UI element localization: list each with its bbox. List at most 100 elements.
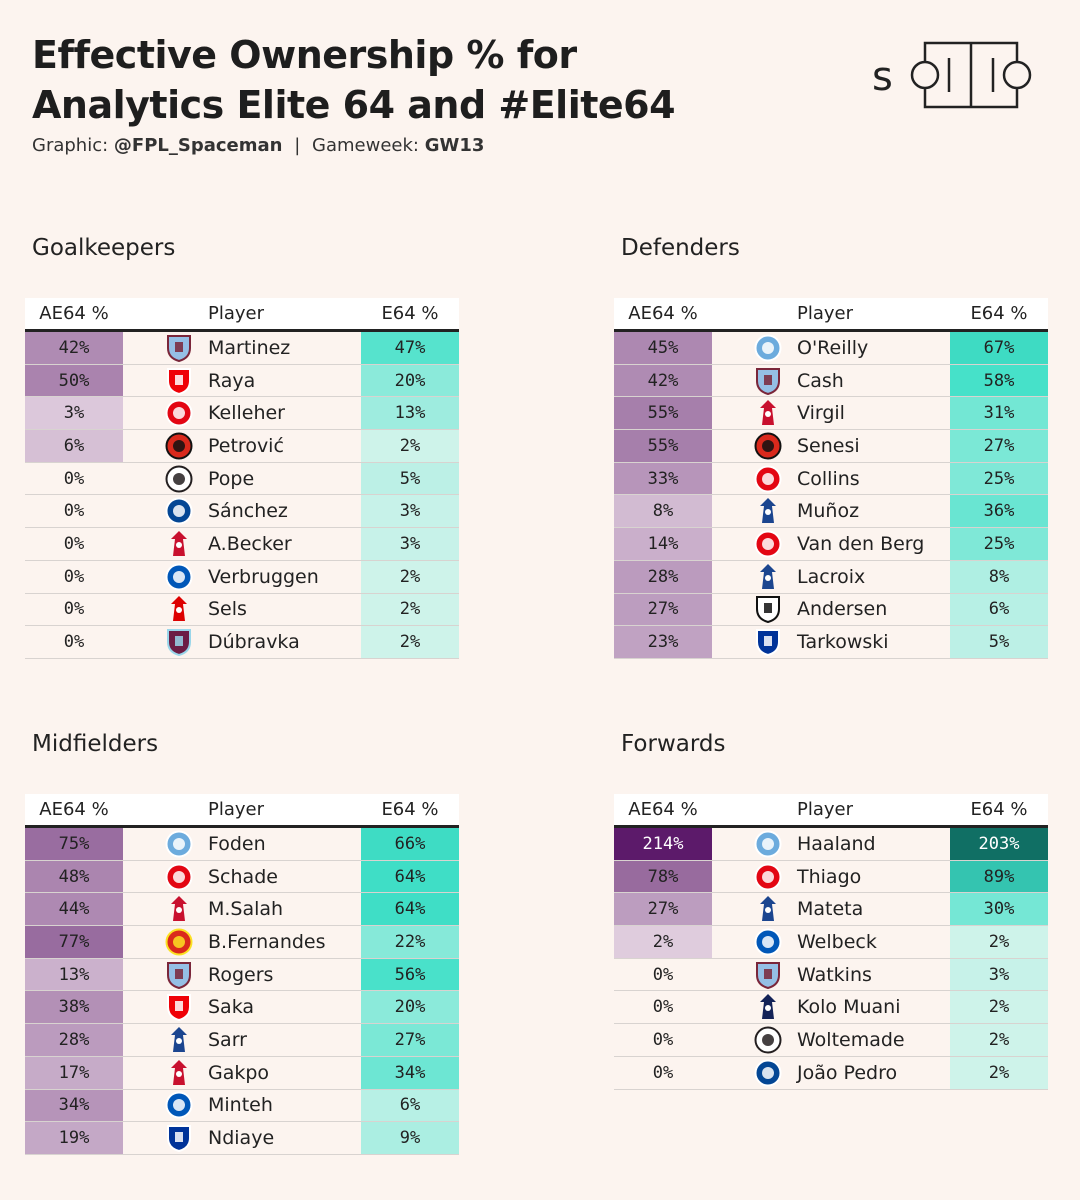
player-cell: Welbeck <box>712 926 950 958</box>
table-row: 0% Sánchez 3% <box>25 495 459 529</box>
player-cell: Virgil <box>712 397 950 430</box>
player-name: Kolo Muani <box>797 996 901 1019</box>
table-row: 28% Sarr 27% <box>25 1024 459 1057</box>
ae64-cell: 17% <box>25 1056 123 1089</box>
player-name: Collins <box>797 467 860 490</box>
player-cell: Gakpo <box>123 1056 361 1089</box>
e64-cell: 64% <box>361 893 459 926</box>
brentford-badge-icon <box>753 464 783 494</box>
player-name: Cash <box>797 369 844 392</box>
ae64-cell: 0% <box>652 1029 674 1050</box>
e64-cell: 3% <box>950 958 1048 991</box>
ae64-cell: 42% <box>25 332 123 364</box>
player-cell: Petrović <box>123 430 361 462</box>
player-cell: O'Reilly <box>712 332 950 364</box>
e64-cell: 56% <box>361 958 459 991</box>
ae64-cell: 0% <box>652 1062 674 1083</box>
ae64-cell: 55% <box>614 397 712 430</box>
table-header: AE64 % Player E64 % <box>25 794 459 828</box>
ae64-cell: 77% <box>25 926 123 958</box>
fulham-badge-icon <box>753 594 783 624</box>
player-cell: Muñoz <box>712 495 950 528</box>
brentford-badge-icon <box>753 862 783 892</box>
section-forwards: Forwards AE64 % Player E64 % 214% Haaland 203%… <box>614 728 1048 1090</box>
header-player: Player <box>797 303 854 324</box>
ae64-cell: 2% <box>614 926 712 958</box>
player-cell: Rogers <box>123 958 361 991</box>
e64-cell: 20% <box>361 991 459 1024</box>
player-name: Minteh <box>208 1094 273 1117</box>
player-name: O'Reilly <box>797 336 869 359</box>
graphic-label: Graphic: <box>32 135 109 156</box>
table-row: 34% Minteh 6% <box>25 1089 459 1123</box>
section-title: Goalkeepers <box>32 235 176 261</box>
player-name: Dúbravka <box>208 631 300 654</box>
table-row: 23% Tarkowski 5% <box>614 626 1048 659</box>
table-row: 0% Watkins 3% <box>614 958 1048 992</box>
arsenal-badge-icon <box>164 366 194 396</box>
table-row: 0% Pope 5% <box>25 462 459 496</box>
e64-cell: 203% <box>950 828 1048 860</box>
chelsea-badge-icon <box>753 1058 783 1088</box>
player-name: Lacroix <box>797 565 866 588</box>
e64-cell: 2% <box>950 1056 1048 1089</box>
e64-cell: 58% <box>950 364 1048 397</box>
player-name: M.Salah <box>208 898 284 921</box>
player-name: Sánchez <box>208 500 288 523</box>
table-row: 38% Saka 20% <box>25 991 459 1025</box>
ownership-table: AE64 % Player E64 % 75% Foden 66% 48% Schade 64%… <box>25 794 459 1155</box>
ae64-cell: 34% <box>25 1089 123 1122</box>
player-name: Thiago <box>797 865 862 888</box>
section-midfielders: Midfielders AE64 % Player E64 % 75% Foden 66% 4… <box>25 728 459 1155</box>
nottingham-forest-badge-icon <box>164 594 194 624</box>
table-row: 0% João Pedro 2% <box>614 1056 1048 1090</box>
table-row: 2% Welbeck 2% <box>614 926 1048 959</box>
e64-cell: 5% <box>950 626 1048 658</box>
player-name: A.Becker <box>208 532 292 555</box>
e64-cell: 2% <box>361 593 459 626</box>
table-header: AE64 % Player E64 % <box>614 298 1048 332</box>
man-city-badge-icon <box>753 333 783 363</box>
player-cell: Ndiaye <box>123 1122 361 1154</box>
e64-cell: 47% <box>361 332 459 364</box>
player-name: Petrović <box>208 434 284 457</box>
ae64-cell: 27% <box>614 593 712 626</box>
man-city-badge-icon <box>753 829 783 859</box>
newcastle-badge-icon <box>753 1025 783 1055</box>
ae64-cell: 0% <box>652 997 674 1018</box>
player-name: Saka <box>208 996 255 1019</box>
everton-badge-icon <box>164 1123 194 1153</box>
ae64-cell: 50% <box>25 364 123 397</box>
player-name: B.Fernandes <box>208 930 326 953</box>
subtitle: Graphic: @FPL_Spaceman | Gameweek: GW13 <box>32 135 484 156</box>
e64-cell: 2% <box>361 560 459 593</box>
player-cell: Thiago <box>712 860 950 893</box>
header-ae64: AE64 % <box>628 303 698 324</box>
player-name: Ndiaye <box>208 1127 275 1150</box>
crystal-palace-badge-icon <box>164 1025 194 1055</box>
player-cell: Dúbravka <box>123 626 361 658</box>
table-row: 6% Petrović 2% <box>25 430 459 463</box>
table-row: 27% Andersen 6% <box>614 593 1048 627</box>
player-cell: João Pedro <box>712 1056 950 1089</box>
title-line-2: Analytics Elite 64 and #Elite64 <box>32 83 676 127</box>
player-name: Foden <box>208 832 266 855</box>
ae64-cell: 19% <box>25 1122 123 1154</box>
player-cell: Kolo Muani <box>712 991 950 1024</box>
header-e64: E64 % <box>970 303 1028 324</box>
player-cell: Foden <box>123 828 361 860</box>
table-row: 0% A.Becker 3% <box>25 528 459 561</box>
player-cell: M.Salah <box>123 893 361 926</box>
subtitle-separator: | <box>294 135 301 156</box>
ae64-cell: 55% <box>614 430 712 462</box>
table-row: 55% Virgil 31% <box>614 397 1048 431</box>
e64-cell: 8% <box>950 560 1048 593</box>
player-name: Muñoz <box>797 500 860 523</box>
table-row: 0% Kolo Muani 2% <box>614 991 1048 1025</box>
ae64-cell: 14% <box>614 528 712 560</box>
table-row: 55% Senesi 27% <box>614 430 1048 463</box>
header-e64: E64 % <box>381 799 439 820</box>
e64-cell: 67% <box>950 332 1048 364</box>
e64-cell: 30% <box>950 893 1048 926</box>
ae64-cell: 0% <box>63 566 85 587</box>
